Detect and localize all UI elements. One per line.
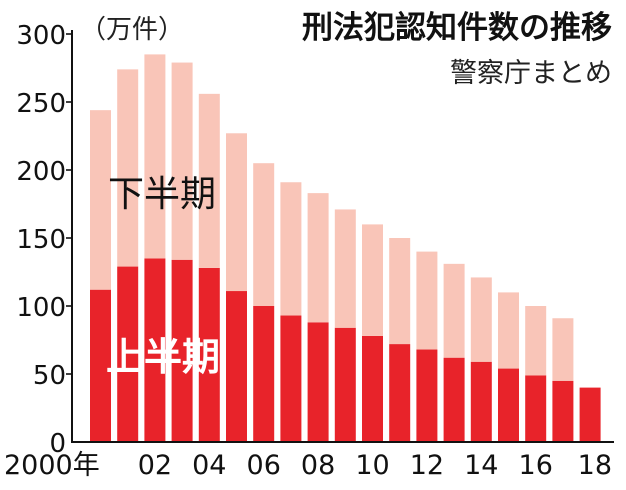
y-tick-label: 150	[16, 225, 66, 255]
x-tick-label: 06	[247, 450, 281, 481]
bar-lower-half-2006	[253, 163, 275, 306]
bar-lower-half-2000	[90, 110, 111, 290]
bar-upper-half-2014	[470, 361, 492, 442]
bar-lower-half-2002	[144, 54, 166, 259]
x-tick-label: 18	[578, 450, 612, 481]
bar-lower-half-2003	[171, 62, 193, 260]
bar-lower-half-2014	[470, 277, 492, 362]
bar-lower-half-2013	[443, 263, 465, 358]
x-tick-label: 16	[519, 450, 553, 481]
y-tick-label: 50	[33, 361, 66, 391]
bar-lower-half-2001	[117, 69, 139, 267]
x-ticks-group: 2000年 02 04 06 08 10 12 14 16 18	[4, 450, 612, 481]
x-tick-label: 02	[138, 450, 172, 481]
bar-lower-half-2015	[498, 292, 519, 369]
bar-upper-half-2018	[579, 387, 601, 442]
x-tick-label: 2000年	[4, 450, 100, 481]
bar-upper-half-2002	[144, 258, 166, 442]
bar-lower-half-2005	[226, 133, 247, 292]
bar-lower-half-2007	[280, 182, 302, 316]
bar-upper-half-2015	[498, 368, 519, 442]
bar-upper-half-2012	[416, 349, 438, 442]
bar-lower-half-2016	[525, 306, 547, 376]
bar-lower-half-2012	[416, 251, 438, 350]
bar-lower-half-2017	[552, 318, 574, 381]
x-tick-label: 14	[464, 450, 498, 481]
bar-upper-half-2017	[552, 380, 574, 442]
bar-upper-half-2006	[253, 306, 275, 442]
chart-title: 刑法犯認知件数の推移	[302, 10, 612, 46]
x-tick-label: 10	[355, 450, 389, 481]
y-ticks-group: 300 250 200 150 100 50 0	[16, 21, 72, 459]
y-tick-label: 250	[16, 89, 66, 119]
bar-lower-half-2010	[362, 224, 383, 336]
bar-lower-half-2004	[198, 93, 220, 268]
bar-upper-half-2001	[117, 266, 139, 442]
bar-lower-half-2009	[334, 209, 356, 328]
bar-lower-half-2008	[307, 193, 329, 323]
y-tick-label: 0	[49, 429, 66, 459]
y-tick-label: 200	[16, 157, 66, 187]
bar-upper-half-2007	[280, 315, 302, 442]
x-tick-label: 04	[192, 450, 226, 481]
bar-lower-half-2011	[389, 238, 411, 345]
bar-upper-half-2008	[307, 322, 329, 442]
y-tick-label: 100	[16, 293, 66, 323]
y-tick-label: 300	[16, 21, 66, 51]
bar-upper-half-2011	[389, 344, 411, 442]
bar-upper-half-2010	[362, 335, 383, 442]
series-label-upper-half: 上半期	[106, 335, 220, 379]
bar-upper-half-2013	[443, 357, 465, 442]
bar-upper-half-2003	[171, 259, 193, 442]
bars-group	[90, 54, 601, 442]
x-tick-label: 08	[301, 450, 335, 481]
bar-upper-half-2016	[525, 375, 547, 442]
source-label: 警察庁まとめ	[450, 58, 612, 89]
bar-upper-half-2004	[198, 267, 220, 442]
x-tick-label: 12	[410, 450, 444, 481]
unit-label: （万件）	[80, 15, 184, 45]
bar-upper-half-2005	[226, 291, 247, 442]
series-label-lower-half: 下半期	[108, 174, 216, 215]
bar-upper-half-2009	[334, 327, 356, 442]
bar-upper-half-2000	[90, 289, 111, 442]
